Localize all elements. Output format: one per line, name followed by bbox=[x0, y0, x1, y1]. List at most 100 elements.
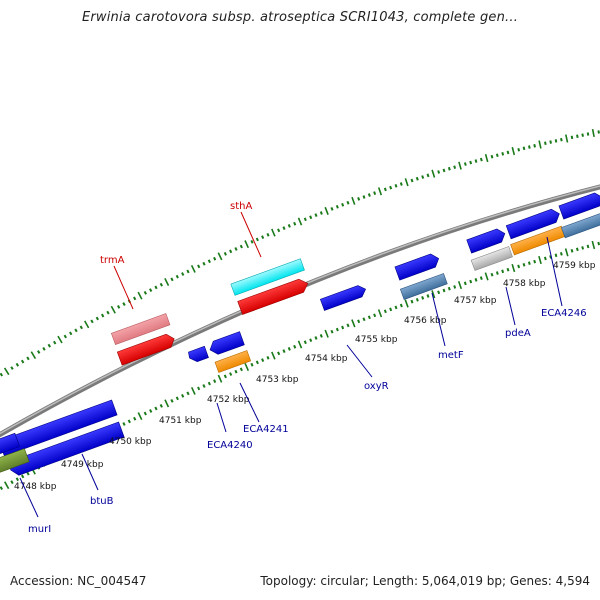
minor-tick bbox=[442, 288, 446, 293]
kbp-label-4757: 4757 kbp bbox=[454, 296, 497, 306]
minor-tick bbox=[213, 379, 217, 384]
gene-metF-box[interactable] bbox=[399, 273, 448, 300]
minor-tick bbox=[522, 146, 526, 151]
minor-tick bbox=[15, 477, 19, 482]
minor-tick bbox=[175, 274, 179, 279]
minor-tick bbox=[367, 315, 371, 320]
gene-blue-a[interactable] bbox=[319, 283, 367, 311]
minor-tick bbox=[341, 325, 345, 330]
major-tick bbox=[217, 374, 223, 383]
gene-ECA4241-box[interactable] bbox=[214, 350, 252, 373]
major-tick bbox=[164, 278, 170, 286]
minor-tick bbox=[303, 217, 307, 222]
label-ECA4241[interactable]: ECA4241 bbox=[243, 424, 289, 435]
label-sthA[interactable]: sthA bbox=[230, 201, 252, 212]
kbp-label-4751: 4751 kbp bbox=[159, 416, 202, 426]
label-ECA4240[interactable]: ECA4240 bbox=[207, 440, 253, 451]
minor-tick bbox=[0, 486, 3, 490]
minor-tick bbox=[197, 386, 201, 391]
major-tick bbox=[404, 178, 409, 187]
gene-murI[interactable] bbox=[0, 448, 30, 476]
minor-tick bbox=[186, 391, 190, 396]
gene-blue-d[interactable] bbox=[505, 207, 562, 240]
minor-tick bbox=[469, 160, 473, 165]
gene-blue-f[interactable] bbox=[187, 345, 209, 363]
major-tick bbox=[538, 255, 542, 265]
gene-blue-b[interactable] bbox=[394, 252, 441, 281]
label-murI[interactable]: murI bbox=[28, 524, 51, 535]
minor-tick bbox=[21, 474, 25, 479]
minor-tick bbox=[330, 207, 334, 211]
kbp-label-4752: 4752 kbp bbox=[207, 395, 250, 405]
label-trmA[interactable]: trmA bbox=[100, 255, 125, 266]
minor-tick bbox=[90, 319, 94, 324]
gene-trmA[interactable] bbox=[110, 313, 171, 346]
major-tick bbox=[591, 240, 596, 250]
major-tick bbox=[324, 206, 329, 215]
major-tick bbox=[538, 140, 542, 149]
minor-tick bbox=[63, 334, 67, 339]
minor-tick bbox=[528, 145, 531, 149]
major-tick bbox=[511, 263, 516, 273]
minor-tick bbox=[159, 403, 163, 408]
minor-tick bbox=[154, 285, 158, 290]
major-tick bbox=[377, 309, 383, 318]
major-tick bbox=[217, 252, 223, 261]
minor-tick bbox=[570, 249, 574, 253]
major-tick bbox=[244, 362, 250, 372]
kbp-label-4755: 4755 kbp bbox=[355, 335, 398, 345]
kbp-label-4754: 4754 kbp bbox=[305, 354, 348, 364]
major-tick bbox=[324, 329, 329, 338]
minor-tick bbox=[117, 305, 121, 309]
minor-tick bbox=[383, 309, 387, 314]
minor-tick bbox=[394, 183, 398, 188]
gene-sthA-arrow[interactable] bbox=[237, 277, 310, 315]
gene-blue-c[interactable] bbox=[466, 227, 507, 254]
gene-gray[interactable] bbox=[470, 246, 513, 271]
minor-tick bbox=[421, 175, 425, 179]
major-tick bbox=[137, 291, 143, 300]
major-tick bbox=[297, 217, 303, 226]
minor-tick bbox=[362, 195, 366, 199]
minor-tick bbox=[479, 157, 483, 162]
label-pdeA[interactable]: pdeA bbox=[505, 328, 531, 339]
minor-tick bbox=[47, 343, 51, 348]
minor-tick bbox=[357, 197, 361, 201]
minor-tick bbox=[266, 233, 270, 237]
major-tick bbox=[511, 146, 516, 156]
gene-trmA-arrow[interactable] bbox=[116, 332, 176, 366]
label-metF[interactable]: metF bbox=[438, 350, 464, 361]
gene-blue-e[interactable] bbox=[558, 191, 600, 220]
minor-tick bbox=[277, 228, 281, 233]
label-ECA4246[interactable]: ECA4246 bbox=[541, 308, 587, 319]
accession-text: Accession: NC_004547 bbox=[10, 574, 147, 588]
minor-tick bbox=[207, 259, 211, 264]
minor-tick bbox=[341, 202, 345, 207]
minor-tick bbox=[399, 182, 403, 186]
minor-tick bbox=[229, 249, 233, 254]
minor-tick bbox=[202, 384, 206, 388]
major-tick bbox=[484, 272, 489, 281]
kbp-label-4749: 4749 kbp bbox=[61, 460, 104, 470]
gene-sthA[interactable] bbox=[230, 258, 305, 296]
minor-tick bbox=[207, 381, 211, 386]
gene-steel-b[interactable] bbox=[561, 210, 600, 239]
minor-tick bbox=[373, 191, 377, 196]
minor-tick bbox=[229, 372, 233, 376]
minor-tick bbox=[250, 240, 254, 244]
minor-tick bbox=[261, 358, 265, 362]
kbp-label-4758: 4758 kbp bbox=[503, 279, 546, 289]
label-oxyR[interactable]: oxyR bbox=[364, 381, 389, 392]
minor-tick bbox=[533, 259, 537, 264]
minor-tick bbox=[383, 187, 387, 192]
minor-tick bbox=[42, 346, 46, 351]
minor-tick bbox=[282, 226, 286, 230]
label-btuB[interactable]: btuB bbox=[90, 496, 114, 507]
minor-tick bbox=[474, 159, 478, 163]
outer-tick-track bbox=[0, 128, 600, 377]
gene-left-blue[interactable] bbox=[0, 432, 21, 458]
minor-tick bbox=[309, 338, 313, 342]
gene-blue-g[interactable] bbox=[208, 331, 245, 357]
minor-tick bbox=[597, 130, 600, 134]
minor-tick bbox=[26, 471, 30, 476]
